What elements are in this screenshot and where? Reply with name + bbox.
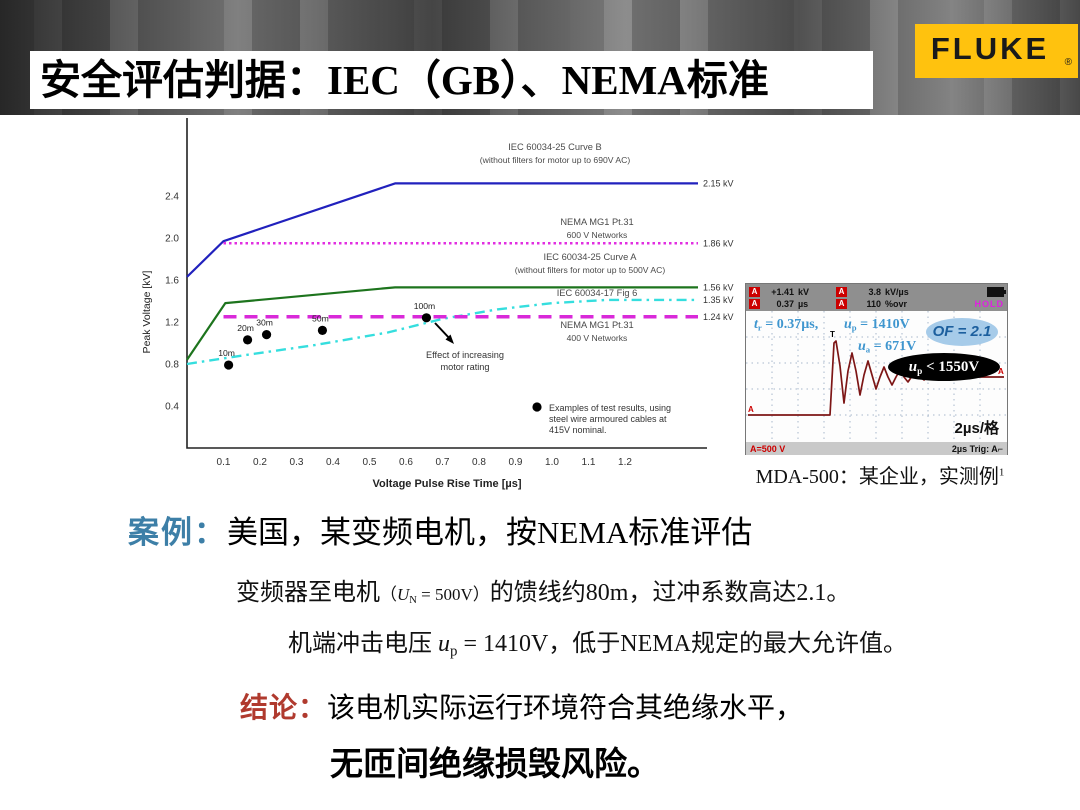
- svg-text:0.4: 0.4: [165, 402, 179, 413]
- title-band: 安全评估判据：IEC（GB）、NEMA标准: [30, 51, 873, 109]
- svg-text:motor rating: motor rating: [440, 362, 489, 372]
- meas-overshoot: 110: [866, 298, 881, 309]
- scope-status-row-2: A 0.37 µs A 110 %ovr HOLD: [749, 298, 1004, 309]
- svg-text:0.1: 0.1: [217, 457, 231, 468]
- svg-text:1.24 kV: 1.24 kV: [703, 312, 734, 322]
- channel-scale-label: A=500 V: [750, 443, 786, 454]
- svg-text:A: A: [748, 405, 754, 414]
- svg-text:1.0: 1.0: [545, 457, 559, 468]
- svg-text:steel wire armoured cables at: steel wire armoured cables at: [549, 414, 667, 424]
- svg-text:30m: 30m: [256, 318, 273, 328]
- limit-curves-chart: 0.1 0.2 0.3 0.4 0.5 0.6 0.7 0.8 0.9 1.0 1.1 1.2 0.4 0…: [135, 112, 755, 497]
- svg-text:50m: 50m: [312, 313, 329, 323]
- scope-bottom-bar: A=500 V 2µs Trig: A⌐: [746, 442, 1007, 455]
- svg-text:0.8: 0.8: [165, 360, 179, 371]
- trigger-label: 2µs Trig: A⌐: [951, 443, 1003, 454]
- timebase-label: 2µs/格: [954, 420, 1000, 437]
- svg-text:2.4: 2.4: [165, 192, 179, 203]
- svg-text:(without filters for motor up: (without filters for motor up to 500V AC…: [515, 265, 666, 275]
- fluke-logo: FLUKE ®: [915, 24, 1078, 78]
- meas-rise-time: 0.37: [776, 298, 794, 309]
- scope-caption: MDA-500：某企业，实测例1: [755, 466, 1005, 488]
- conclusion-label: 结论：: [240, 693, 328, 724]
- conclusion-line-2: 无匝间绝缘损毁风险。: [330, 745, 660, 782]
- svg-text:1.56 kV: 1.56 kV: [703, 282, 734, 292]
- page-title: 安全评估判据：IEC（GB）、NEMA标准: [40, 57, 769, 103]
- meas-overshoot-unit: %ovr: [885, 298, 908, 309]
- channel-a-badge: A: [749, 298, 760, 309]
- svg-text:0.3: 0.3: [290, 457, 304, 468]
- svg-text:0.6: 0.6: [399, 457, 413, 468]
- svg-text:A: A: [998, 367, 1004, 376]
- channel-a-badge: A: [836, 298, 847, 309]
- supply-voltage-readout: ua = 671V: [858, 339, 917, 355]
- scope-status-bar: A +1.41 kV A 3.8 kV/µs A 0.37 µs A 110 %…: [746, 284, 1007, 311]
- case-detail-line-2: 机端冲击电压 up = 1410V，低于NEMA规定的最大允许值。: [288, 631, 907, 660]
- svg-text:1.2: 1.2: [618, 457, 632, 468]
- svg-text:10m: 10m: [218, 348, 235, 358]
- svg-text:NEMA MG1 Pt.31: NEMA MG1 Pt.31: [560, 217, 633, 227]
- battery-icon: [987, 286, 1006, 297]
- svg-text:Effect of increasing: Effect of increasing: [426, 350, 504, 360]
- meas-slew-rate: 3.8: [868, 286, 881, 297]
- scope-screen: T A A tr = 0.37µs, up = 1410V ua = 671V OF…: [746, 311, 1007, 442]
- case-headline-text: 美国，某变频电机，按NEMA标准评估: [227, 515, 753, 550]
- header-photo: 安全评估判据：IEC（GB）、NEMA标准 FLUKE ®: [0, 0, 1080, 115]
- svg-text:0.5: 0.5: [363, 457, 377, 468]
- svg-text:1.35 kV: 1.35 kV: [703, 295, 734, 305]
- overshoot-factor-badge: OF = 2.1: [926, 318, 998, 346]
- meas-slew-rate-unit: kV/µs: [885, 286, 909, 297]
- svg-text:1.86 kV: 1.86 kV: [703, 238, 734, 248]
- svg-text:0.9: 0.9: [509, 457, 523, 468]
- svg-text:2.15 kV: 2.15 kV: [703, 178, 734, 188]
- case-headline: 案例：美国，某变频电机，按NEMA标准评估: [128, 507, 752, 552]
- svg-text:100m: 100m: [414, 301, 436, 311]
- svg-text:1.1: 1.1: [582, 457, 596, 468]
- svg-text:600 V Networks: 600 V Networks: [567, 230, 628, 240]
- svg-text:(without filters for motor up: (without filters for motor up to 690V AC…: [480, 155, 631, 165]
- svg-text:0.4: 0.4: [326, 457, 340, 468]
- svg-text:2.0: 2.0: [165, 234, 179, 245]
- channel-a-badge: A: [749, 286, 760, 297]
- svg-text:20m: 20m: [237, 323, 254, 333]
- registered-mark: ®: [1064, 57, 1072, 68]
- svg-text:T: T: [830, 330, 835, 339]
- meas-peak-voltage: +1.41: [771, 286, 794, 297]
- svg-text:400 V Networks: 400 V Networks: [567, 333, 628, 343]
- scope-status-row-1: A +1.41 kV A 3.8 kV/µs: [749, 286, 1006, 297]
- rise-time-readout: tr = 0.37µs,: [754, 317, 819, 333]
- oscilloscope-screenshot: A +1.41 kV A 3.8 kV/µs A 0.37 µs A 110 %…: [745, 283, 1008, 455]
- hold-badge: HOLD: [974, 298, 1004, 309]
- svg-text:IEC 60034-25 Curve A: IEC 60034-25 Curve A: [543, 252, 637, 262]
- svg-text:415V nominal.: 415V nominal.: [549, 425, 607, 435]
- peak-voltage-readout: up = 1410V: [844, 317, 910, 333]
- svg-text:0.2: 0.2: [253, 457, 267, 468]
- case-label: 案例：: [128, 515, 227, 550]
- limit-curves-svg: 0.1 0.2 0.3 0.4 0.5 0.6 0.7 0.8 0.9 1.0 1.1 1.2 0.4 0…: [141, 118, 734, 490]
- svg-text:1.2: 1.2: [165, 318, 179, 329]
- channel-a-badge: A: [836, 286, 847, 297]
- svg-text:Examples of test results, usin: Examples of test results, using: [549, 403, 671, 413]
- svg-text:Voltage Pulse Rise Time [µs]: Voltage Pulse Rise Time [µs]: [373, 478, 522, 490]
- fluke-logo-text: FLUKE: [930, 31, 1050, 66]
- svg-text:IEC 60034-17 Fig 6: IEC 60034-17 Fig 6: [557, 288, 638, 298]
- meas-rise-time-unit: µs: [798, 298, 809, 309]
- conclusion-line-1: 结论：该电机实际运行环境符合其绝缘水平，: [240, 693, 804, 724]
- voltage-limit-badge: up < 1550V: [888, 353, 1000, 381]
- svg-text:0.7: 0.7: [436, 457, 450, 468]
- svg-text:1.6: 1.6: [165, 276, 179, 287]
- svg-text:IEC 60034-25 Curve B: IEC 60034-25 Curve B: [508, 142, 602, 152]
- svg-text:NEMA MG1 Pt.31: NEMA MG1 Pt.31: [560, 320, 633, 330]
- case-detail-line-1: 变频器至电机（UN = 500V）的馈线约80m，过冲系数高达2.1。: [236, 580, 851, 607]
- svg-text:Peak Voltage [kV]: Peak Voltage [kV]: [141, 270, 153, 353]
- svg-text:0.8: 0.8: [472, 457, 486, 468]
- footnote-marker: 1: [998, 466, 1005, 479]
- meas-peak-voltage-unit: kV: [798, 286, 810, 297]
